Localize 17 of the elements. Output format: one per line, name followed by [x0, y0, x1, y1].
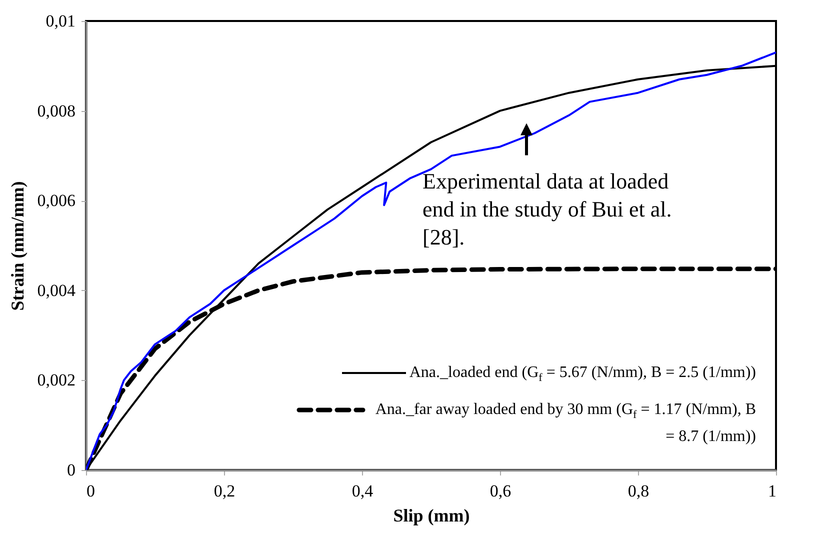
y-tick-label: 0,006	[37, 191, 76, 210]
y-tick-label: 0,004	[37, 280, 76, 300]
x-tick-label: 0,4	[352, 482, 374, 500]
y-axis-title: Strain (mm/mm)	[7, 181, 28, 311]
y-tick-label: 0,008	[37, 101, 76, 120]
x-tick-label: 0,2	[214, 482, 236, 500]
annotation: Experimental data at loaded end in the study of Bui et al. [28].	[422, 168, 672, 250]
legend-label: Ana._loaded end (G$_{f}$ = 5.67 (N/mm), B = 2.5 (1/mm))	[409, 362, 756, 386]
x-axis-title: Slip (mm)	[393, 506, 470, 526]
x-tick-label: 1	[768, 482, 776, 500]
x-tick-label: 0	[86, 482, 95, 500]
y-tick-label: 0,01	[46, 12, 76, 30]
x-tick-label: 0,6	[490, 482, 512, 500]
legend-label: Ana._far away loaded end by 30 mm (G$_{f}$ = 1.17 (N/mm), B = 8.7 (1/mm))	[374, 400, 756, 447]
y-tick-label: 0,002	[37, 370, 76, 390]
x-tick-label: 0,8	[628, 482, 650, 500]
y-tick-label: 0	[67, 460, 76, 480]
